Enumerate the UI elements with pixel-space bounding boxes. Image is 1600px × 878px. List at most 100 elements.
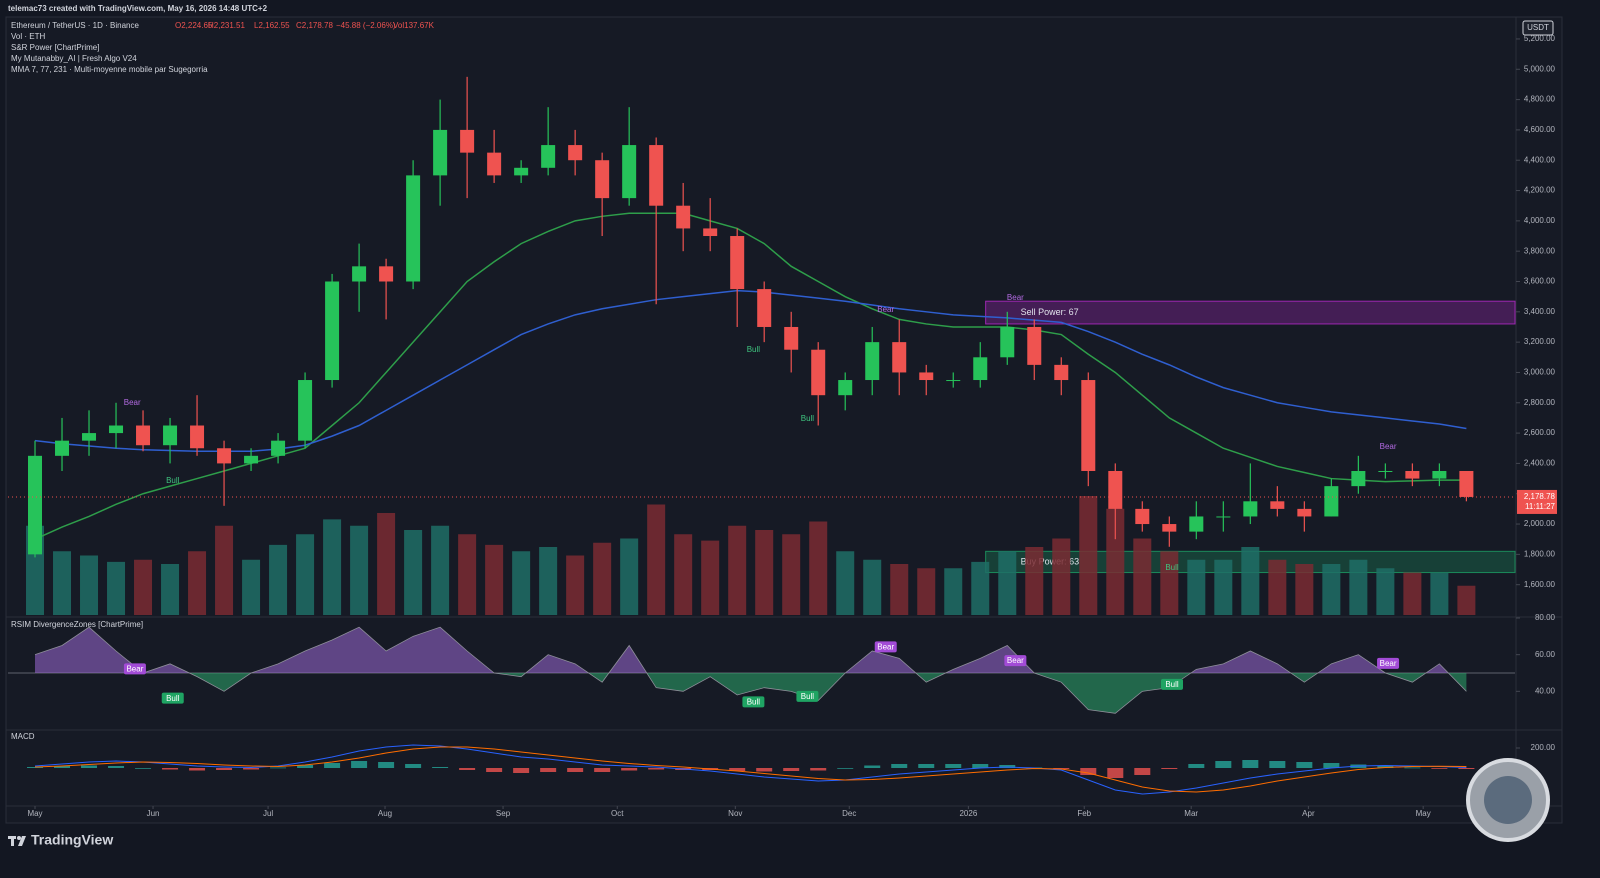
candle-body — [1459, 470, 1474, 497]
coin-logo-inner — [1484, 776, 1532, 824]
signal-label: Bull — [166, 476, 180, 485]
macd-histogram-bar — [648, 768, 665, 770]
candle-body — [1054, 364, 1069, 381]
indicator-name: S&R Power [ChartPrime] — [11, 43, 99, 52]
macd-histogram-bar — [108, 766, 125, 768]
volume-bar — [134, 559, 153, 615]
macd-histogram-bar — [1080, 768, 1097, 775]
macd-histogram-bar — [1242, 760, 1259, 768]
macd-histogram-bar — [1188, 764, 1205, 768]
candle-body — [190, 425, 205, 449]
volume-bar — [350, 525, 369, 615]
volume-bar — [242, 559, 261, 615]
candle-body — [973, 357, 988, 381]
time-tick-label: May — [27, 809, 42, 818]
currency: USDT — [1527, 23, 1549, 32]
power-zone — [985, 300, 1516, 325]
volume-bar — [1430, 572, 1449, 615]
candle-body — [1351, 470, 1366, 487]
macd-histogram-bar — [864, 765, 881, 768]
macd-histogram-bar — [945, 764, 962, 768]
signal-label: Bear — [124, 398, 141, 407]
divergence-badge — [874, 641, 897, 653]
volume-bar — [1133, 538, 1152, 615]
macd-histogram-bar — [756, 768, 773, 772]
divergence-label: Bull — [166, 694, 180, 703]
volume-bar — [1241, 547, 1260, 615]
ohlc-label: C2,178.78 — [296, 21, 333, 30]
candle-body — [271, 440, 286, 456]
countdown: 11:11:27 — [1525, 502, 1556, 511]
volume-bar — [701, 540, 720, 615]
volume-bar — [890, 564, 909, 615]
time-tick-label: Oct — [611, 809, 624, 818]
change-label: −45.88 (−2.06%) — [336, 21, 396, 30]
time-tick-label: Feb — [1077, 809, 1091, 818]
candle-body — [757, 289, 772, 327]
macd-histogram-bar — [567, 768, 584, 772]
signal-label: Bear — [877, 305, 894, 314]
price-tick-label: 1,600.00 — [1524, 580, 1556, 589]
macd-histogram-bar — [270, 767, 287, 769]
candle-body — [298, 380, 313, 441]
indicator-name: Vol · ETH — [11, 32, 45, 41]
volume-bar — [404, 530, 423, 615]
macd-histogram-bar — [540, 768, 557, 772]
candle-body — [1297, 508, 1312, 517]
symbol-title: Ethereum / TetherUS · 1D · Binance — [11, 21, 139, 30]
signal-label: Bear — [1007, 293, 1024, 302]
candle-body — [1378, 470, 1393, 472]
candle-body — [541, 145, 556, 168]
volume-bar — [998, 551, 1017, 615]
candle-body — [1162, 524, 1177, 532]
volume-bar — [512, 551, 531, 615]
brand: TradingView — [31, 832, 113, 848]
moving-average — [34, 212, 1467, 540]
candle-body — [1405, 470, 1420, 479]
divergence-label: Bear — [1380, 659, 1397, 668]
macd-histogram-bar — [54, 766, 71, 768]
rsi-area-low — [35, 673, 1467, 714]
candle-body — [487, 152, 502, 176]
volume-label: Vol137.67K — [393, 21, 435, 30]
macd-histogram-bar — [1404, 767, 1421, 769]
price-tick-label: 2,600.00 — [1524, 428, 1556, 437]
macd-histogram-bar — [486, 768, 503, 772]
price-tick-label: 5,000.00 — [1524, 64, 1556, 73]
price-tick-label: 2,400.00 — [1524, 459, 1556, 468]
indicator-name: MMA 7, 77, 231 · Multi-moyenne mobile pa… — [11, 65, 208, 74]
candle-body — [649, 145, 664, 206]
price-tick-label: 3,200.00 — [1524, 337, 1556, 346]
candle-body — [1324, 486, 1339, 517]
candle-body — [784, 326, 799, 350]
volume-bar — [1214, 559, 1233, 615]
macd-histogram-bar — [810, 768, 827, 771]
ohlc-label: H2,231.51 — [208, 21, 245, 30]
macd-histogram-bar — [432, 767, 449, 768]
pane-title: MACD — [11, 732, 35, 741]
volume-bar — [1322, 564, 1341, 615]
candle-body — [1243, 501, 1258, 517]
macd-histogram-bar — [972, 764, 989, 768]
candle-body — [892, 342, 907, 373]
candle-body — [460, 129, 475, 153]
volume-bar — [188, 551, 207, 615]
price-tick-label: 4,400.00 — [1524, 155, 1556, 164]
macd-histogram-bar — [81, 765, 98, 768]
macd-histogram-bar — [162, 768, 179, 770]
macd-histogram-bar — [783, 768, 800, 771]
ohlc-label: L2,162.55 — [254, 21, 290, 30]
macd-histogram-bar — [297, 765, 314, 768]
volume-bar — [1376, 568, 1395, 615]
time-tick-label: May — [1416, 809, 1431, 818]
divergence-badge — [742, 696, 765, 708]
candle-body — [136, 425, 151, 446]
candle-body — [82, 433, 97, 441]
macd-histogram-bar — [1458, 768, 1475, 769]
price-tick-label: 4,200.00 — [1524, 186, 1556, 195]
candle-body — [1135, 508, 1150, 525]
volume-bar — [1349, 559, 1368, 615]
rsi-tick-label: 40.00 — [1535, 686, 1556, 695]
macd-histogram-bar — [891, 764, 908, 768]
divergence-badge — [123, 663, 146, 675]
